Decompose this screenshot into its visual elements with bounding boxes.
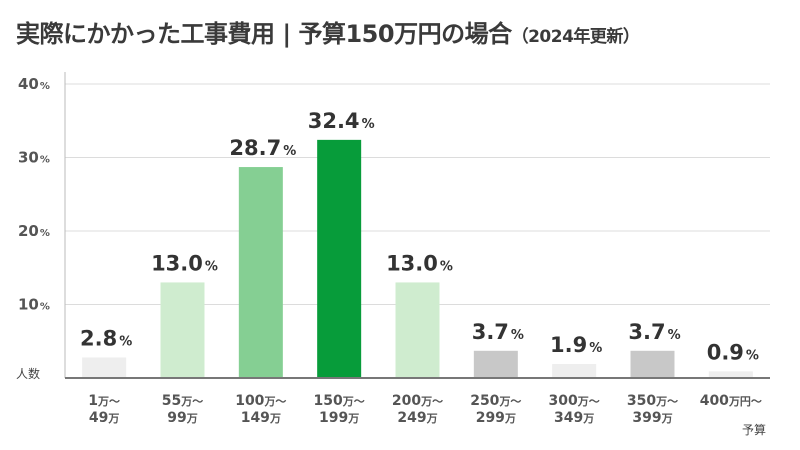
data-label: 2.8%: [80, 326, 132, 350]
x-tick-label: 1万〜: [88, 393, 120, 409]
y-tick-label: 10%: [18, 296, 50, 314]
x-tick-label: 250万〜: [470, 393, 521, 409]
bar: [630, 350, 675, 378]
chart-title-main: 実際にかかった工事費用 | 予算150万円の場合: [16, 20, 512, 48]
x-tick-label: 350万〜: [627, 393, 678, 409]
bar: [552, 364, 597, 378]
x-tick-label: 55万〜: [162, 393, 203, 409]
x-axis-label: 予算: [742, 422, 766, 437]
data-label: 13.0%: [386, 251, 453, 275]
x-tick-label: 100万〜: [235, 393, 286, 409]
x-tick-label: 249万: [397, 410, 437, 426]
bar: [160, 282, 205, 378]
x-axis: 1万〜49万 55万〜99万 100万〜149万 150万〜199万 200万〜249万…: [65, 377, 770, 426]
data-label: 1.9%: [550, 333, 602, 357]
x-tick-label: 199万: [319, 410, 359, 426]
x-tick-label: 300万〜: [549, 393, 600, 409]
x-tick-label: 299万: [476, 410, 516, 426]
bars: [82, 139, 753, 378]
data-labels: 2.8 % 13.0 % 28.7 % 32.4 % 13.0 % 3.7% 1.9 % 3.7 % 0.9%: [80, 109, 759, 365]
x-tick-label: 49万: [89, 410, 119, 426]
bar: [82, 357, 127, 378]
x-tick-label: 150万〜: [314, 393, 365, 409]
data-label: 3.7%: [628, 320, 680, 344]
bar: [317, 139, 362, 378]
x-tick-label: 400万円〜: [700, 393, 762, 409]
chart-title: 実際にかかった工事費用 | 予算150万円の場合（2024年更新）: [16, 14, 640, 49]
data-label: 13.0%: [151, 251, 218, 275]
bar: [473, 350, 518, 378]
data-label: 3.7%: [472, 320, 524, 344]
y-axis: 10% 20% 30% 40%: [18, 72, 66, 378]
x-tick-label: 149万: [241, 410, 281, 426]
y-tick-label: 20%: [18, 222, 50, 240]
data-label: 32.4%: [308, 109, 375, 133]
x-tick-label: 399万: [632, 410, 672, 426]
y-tick-label: 40%: [18, 75, 50, 93]
data-label: 0.9%: [707, 340, 759, 364]
bar: [238, 167, 283, 378]
bar: [708, 371, 753, 378]
chart-title-sub: （2024年更新）: [511, 27, 640, 47]
y-tick-label: 30%: [18, 149, 50, 167]
x-tick-label: 200万〜: [392, 393, 443, 409]
x-tick-label: 349万: [554, 410, 594, 426]
y-axis-label: 人数: [16, 366, 40, 381]
x-tick-label: 99万: [167, 410, 197, 426]
bar: [395, 282, 440, 378]
data-label: 28.7%: [229, 136, 296, 160]
